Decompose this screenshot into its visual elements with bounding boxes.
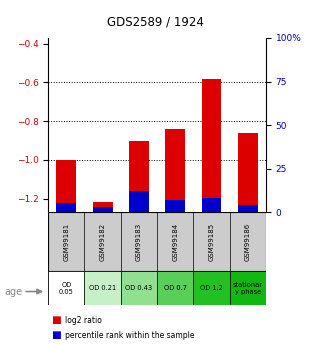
Bar <box>165 200 185 212</box>
FancyBboxPatch shape <box>48 271 266 305</box>
Text: log2 ratio: log2 ratio <box>65 316 102 325</box>
Text: OD 0.7: OD 0.7 <box>164 285 187 291</box>
FancyBboxPatch shape <box>48 212 266 271</box>
Text: percentile rank within the sample: percentile rank within the sample <box>65 331 195 340</box>
Bar <box>238 205 258 212</box>
Text: stationar
y phase: stationar y phase <box>233 282 263 295</box>
Bar <box>165 129 185 212</box>
Bar <box>93 203 113 212</box>
FancyBboxPatch shape <box>193 271 230 305</box>
Text: OD 0.21: OD 0.21 <box>89 285 116 291</box>
Text: GSM99182: GSM99182 <box>100 223 106 260</box>
Text: OD
0.05: OD 0.05 <box>59 282 74 295</box>
Text: GDS2589 / 1924: GDS2589 / 1924 <box>107 16 204 29</box>
Bar <box>56 160 76 212</box>
Text: ■: ■ <box>51 315 61 325</box>
Bar <box>129 191 149 212</box>
Bar <box>202 198 221 212</box>
Bar <box>56 204 76 212</box>
Bar <box>202 79 221 212</box>
FancyBboxPatch shape <box>48 271 85 305</box>
Text: GSM99181: GSM99181 <box>63 223 69 260</box>
Text: OD 0.43: OD 0.43 <box>125 285 152 291</box>
Text: ■: ■ <box>51 331 61 340</box>
FancyBboxPatch shape <box>121 271 157 305</box>
Text: age: age <box>5 287 23 296</box>
Text: GSM99183: GSM99183 <box>136 223 142 260</box>
Text: GSM99185: GSM99185 <box>208 223 215 260</box>
FancyBboxPatch shape <box>85 271 121 305</box>
Text: GSM99184: GSM99184 <box>172 223 178 260</box>
Bar <box>93 207 113 212</box>
FancyBboxPatch shape <box>230 271 266 305</box>
FancyBboxPatch shape <box>157 271 193 305</box>
Text: OD 1.2: OD 1.2 <box>200 285 223 291</box>
Bar <box>129 140 149 212</box>
Text: GSM99186: GSM99186 <box>245 223 251 260</box>
Bar <box>238 133 258 212</box>
